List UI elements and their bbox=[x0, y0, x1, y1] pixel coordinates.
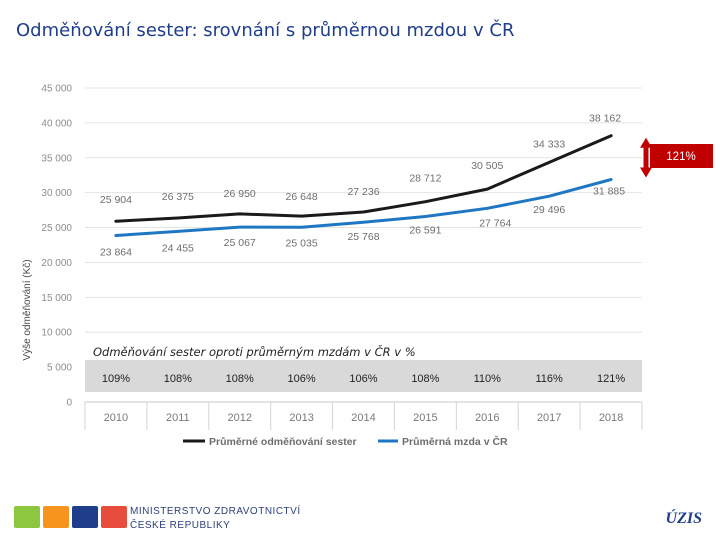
nurse-salary-data-label: 26 648 bbox=[286, 191, 318, 203]
legend: Průměrné odměňování sester Průměrná mzda … bbox=[183, 435, 508, 448]
nurse-salary-data-label: 34 333 bbox=[533, 138, 565, 150]
y-tick-label: 25 000 bbox=[41, 223, 72, 234]
ministry-line-2: ČESKÉ REPUBLIKY bbox=[130, 520, 231, 531]
nurse-salary-data-label: 27 236 bbox=[347, 186, 379, 198]
x-category-label: 2010 bbox=[104, 412, 128, 424]
uzis-logo: ÚZIS bbox=[665, 510, 702, 527]
y-tick-label: 30 000 bbox=[41, 188, 72, 199]
x-category-label: 2017 bbox=[537, 412, 561, 424]
ratio-table-title: Odměňování sester oproti průměrným mzdám… bbox=[93, 344, 416, 359]
y-axis-ticks: 0 5 000 10 000 15 000 20 000 25 000 30 000 35 0… bbox=[41, 84, 72, 409]
data-labels: 25 904 26 375 26 950 26 648 27 236 28 712 30 5… bbox=[100, 113, 625, 259]
callout-text: 121% bbox=[666, 151, 695, 163]
average-wage-data-label: 31 885 bbox=[593, 186, 625, 198]
ratio-callout: 121% bbox=[640, 137, 713, 178]
x-category-label: 2014 bbox=[351, 412, 375, 424]
nurse-salary-line bbox=[114, 134, 613, 223]
programme-logo bbox=[14, 506, 127, 528]
logo-block-icon bbox=[101, 506, 127, 528]
ministry-line-1: MINISTERSTVO ZDRAVOTNICTVÍ bbox=[130, 506, 301, 517]
ratio-value: 106% bbox=[288, 373, 316, 385]
average-wage-data-label: 27 764 bbox=[479, 217, 511, 229]
x-category-label: 2018 bbox=[599, 412, 623, 424]
x-category-label: 2013 bbox=[289, 412, 313, 424]
ratio-value: 110% bbox=[474, 373, 502, 385]
average-wage-data-label: 26 591 bbox=[409, 224, 441, 236]
nurse-salary-data-label: 28 712 bbox=[409, 173, 441, 185]
ratio-value: 109% bbox=[102, 373, 130, 385]
x-category-label: 2012 bbox=[227, 412, 251, 424]
average-wage-data-label: 23 864 bbox=[100, 246, 132, 258]
legend-label-nurse-salary: Průměrné odměňování sester bbox=[209, 436, 357, 448]
salary-chart: 0 5 000 10 000 15 000 20 000 25 000 30 000 35 0… bbox=[22, 84, 713, 448]
ratio-value: 116% bbox=[536, 373, 564, 385]
y-tick-label: 10 000 bbox=[41, 328, 72, 339]
y-tick-label: 45 000 bbox=[41, 84, 72, 95]
ministry-logo-text: MINISTERSTVO ZDRAVOTNICTVÍ ČESKÉ REPUBLI… bbox=[130, 505, 301, 533]
x-category-label: 2011 bbox=[166, 412, 190, 424]
ratio-value: 121% bbox=[597, 373, 625, 385]
legend-label-average-wage: Průměrná mzda v ČR bbox=[402, 435, 508, 448]
callout-arrow-up-icon bbox=[640, 137, 652, 148]
x-axis-categories: 2010 2011 2012 2013 2014 2015 2016 2017 2018 bbox=[84, 401, 643, 430]
logo-block-icon bbox=[43, 506, 69, 528]
logo-block-icon bbox=[72, 506, 98, 528]
page-title: Odměňování sester: srovnání s průměrnou … bbox=[16, 20, 515, 41]
nurse-salary-data-label: 30 505 bbox=[471, 160, 503, 172]
ratio-table-band bbox=[85, 360, 642, 392]
average-wage-data-label: 25 067 bbox=[224, 237, 256, 249]
average-wage-line bbox=[114, 178, 613, 237]
ratio-value: 108% bbox=[164, 373, 192, 385]
nurse-salary-data-label: 25 904 bbox=[100, 194, 132, 206]
nurse-salary-data-label: 38 162 bbox=[589, 113, 621, 125]
series-lines bbox=[114, 134, 613, 237]
average-wage-data-label: 25 035 bbox=[286, 237, 318, 249]
y-tick-label: 35 000 bbox=[41, 153, 72, 164]
y-tick-label: 5 000 bbox=[47, 363, 72, 374]
logo-block-icon bbox=[14, 506, 40, 528]
ratio-value: 108% bbox=[411, 373, 439, 385]
y-tick-label: 0 bbox=[66, 398, 72, 409]
ratio-table: Odměňování sester oproti průměrným mzdám… bbox=[85, 344, 642, 392]
y-axis-label: Výše odměňování (Kč) bbox=[22, 259, 33, 360]
average-wage-data-label: 24 455 bbox=[162, 242, 194, 254]
y-tick-label: 40 000 bbox=[41, 118, 72, 129]
callout-arrow-down-icon bbox=[640, 167, 652, 178]
x-category-label: 2016 bbox=[475, 412, 499, 424]
ratio-value: 106% bbox=[349, 373, 377, 385]
callout-box bbox=[650, 144, 713, 168]
average-wage-data-label: 25 768 bbox=[347, 231, 379, 243]
x-category-label: 2015 bbox=[413, 412, 437, 424]
y-tick-label: 15 000 bbox=[41, 293, 72, 304]
ratio-value: 108% bbox=[226, 373, 254, 385]
nurse-salary-data-label: 26 950 bbox=[224, 188, 256, 200]
nurse-salary-data-label: 26 375 bbox=[162, 191, 194, 203]
y-tick-label: 20 000 bbox=[41, 258, 72, 269]
average-wage-data-label: 29 496 bbox=[533, 204, 565, 216]
